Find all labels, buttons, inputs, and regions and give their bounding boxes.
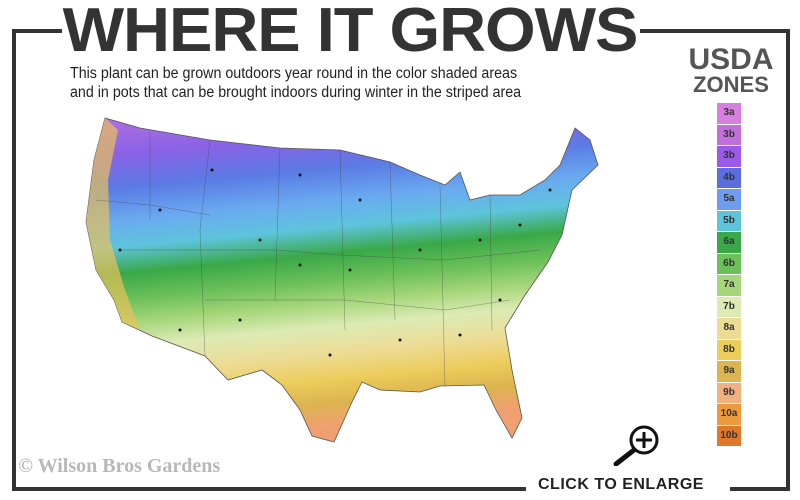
legend-zone-4b: 4b	[717, 167, 741, 188]
legend-zone-8b: 8b	[717, 339, 741, 360]
subtitle-line-1: This plant can be grown outdoors year ro…	[70, 65, 518, 82]
legend-zone-5a: 5a	[717, 189, 741, 210]
legend-zone-3b: 3b	[717, 146, 741, 167]
frame-bottom-left	[12, 487, 526, 491]
page-title: WHERE IT GROWS	[62, 0, 639, 65]
copyright-watermark: © Wilson Bros Gardens	[18, 455, 221, 477]
legend-title-line-1: USDA	[688, 43, 774, 76]
frame-top-right	[640, 29, 790, 33]
city-dots	[118, 168, 552, 357]
legend-zone-10a: 10a	[717, 404, 741, 425]
west-coast-warm-band	[86, 118, 140, 330]
legend-zone-6b: 6b	[717, 253, 741, 274]
legend-zone-9b: 9b	[717, 382, 741, 403]
legend-zone-3a: 3a	[717, 103, 741, 124]
zone-legend: 3a 3b 3b 4b 5a 5b 6a 6b 7a 7b 8a 8b 9a 9b 10a 10b	[717, 103, 741, 447]
frame-top-left	[12, 29, 62, 33]
legend-zone-7a: 7a	[717, 275, 741, 296]
legend-zone-8a: 8a	[717, 318, 741, 339]
us-map-shape	[85, 117, 599, 443]
frame-left	[12, 29, 16, 491]
frame-bottom-right	[730, 487, 790, 491]
click-to-enlarge-link[interactable]: CLICK TO ENLARGE	[538, 476, 704, 493]
legend-zone-6a: 6a	[717, 232, 741, 253]
subtitle-line-2: and in pots that can be brought indoors …	[70, 84, 522, 101]
legend-zone-9a: 9a	[717, 361, 741, 382]
legend-title: USDA ZONES	[676, 43, 786, 97]
legend-title-line-2: ZONES	[693, 72, 769, 97]
frame-right	[786, 29, 790, 491]
subtitle: This plant can be grown outdoors year ro…	[70, 64, 585, 102]
legend-zone-7b: 7b	[717, 296, 741, 317]
state-lines	[95, 132, 541, 387]
legend-zone-3b: 3b	[717, 124, 741, 145]
legend-zone-10b: 10b	[717, 425, 741, 446]
legend-zone-5b: 5b	[717, 210, 741, 231]
magnifier-plus-icon[interactable]	[608, 422, 664, 466]
